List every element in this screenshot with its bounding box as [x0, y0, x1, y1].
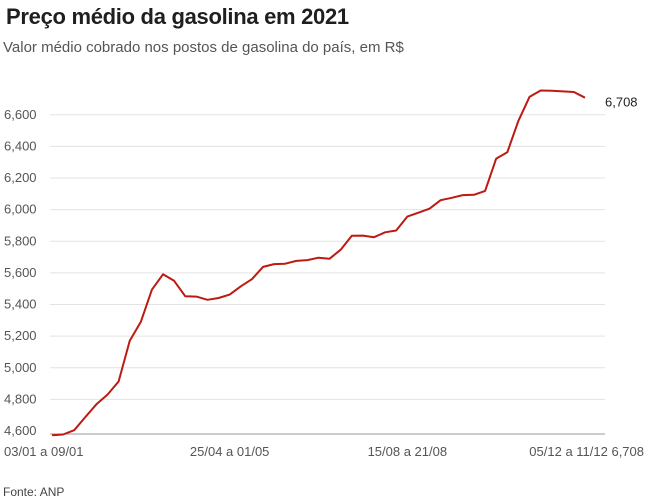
- y-tick-label: 6,200: [4, 170, 37, 185]
- y-tick-label: 6,000: [4, 202, 37, 217]
- x-tick-label: 15/08 a 21/08: [368, 444, 448, 459]
- chart-subtitle: Valor médio cobrado nos postos de gasoli…: [3, 39, 404, 56]
- y-tick-label: 5,800: [4, 233, 37, 248]
- x-tick-label: 05/12 a 11/12 6,708: [529, 444, 644, 459]
- chart-title: Preço médio da gasolina em 2021: [6, 4, 349, 29]
- y-tick-label: 4,600: [4, 423, 37, 438]
- y-tick-label: 5,200: [4, 328, 37, 343]
- y-tick-label: 6,400: [4, 138, 37, 153]
- series-line: [51, 89, 586, 437]
- source-note: Fonte: ANP: [3, 485, 65, 499]
- end-value-label: 6,708: [605, 95, 638, 110]
- x-tick-label: 25/04 a 01/05: [190, 444, 270, 459]
- y-tick-label: 5,000: [4, 360, 37, 375]
- y-tick-label: 5,600: [4, 265, 37, 280]
- x-tick-label: 03/01 a 09/01: [4, 444, 84, 459]
- y-tick-label: 5,400: [4, 297, 37, 312]
- y-tick-label: 4,800: [4, 391, 37, 406]
- y-tick-label: 6,600: [4, 107, 37, 122]
